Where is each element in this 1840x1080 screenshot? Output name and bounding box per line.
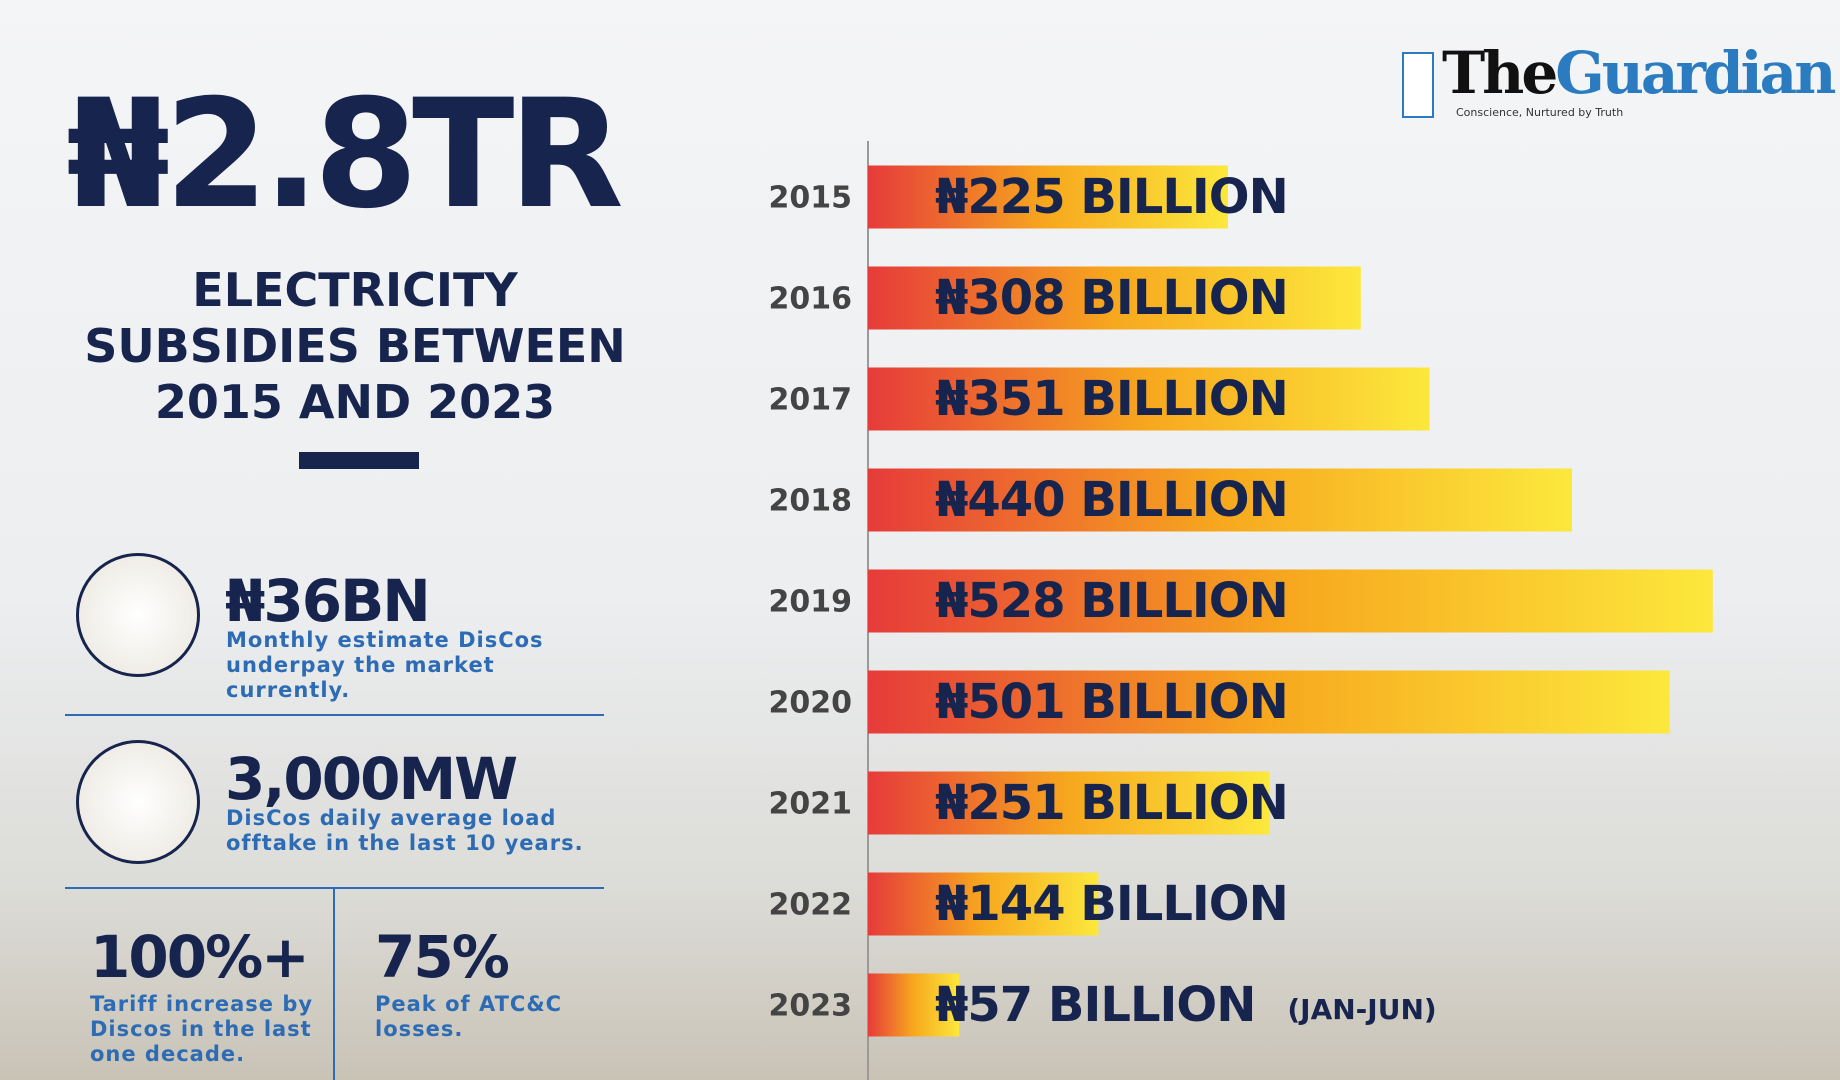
headline-subtitle: ELECTRICITY [192, 263, 518, 317]
y-tick-label: 2015 [769, 181, 853, 216]
discos-logo [76, 553, 200, 677]
logo-the: The [1442, 39, 1558, 107]
logo-emblem [1402, 52, 1434, 118]
bar [868, 468, 1572, 532]
stat-description: Peak of ATC&C losses. [375, 992, 563, 1041]
value-label: ₦351 BILLION [935, 371, 1288, 427]
value-label: ₦528 BILLION [935, 573, 1288, 629]
headline-subtitle: 2015 AND 2023 [154, 375, 556, 429]
separator [333, 889, 335, 1080]
bar [868, 670, 1670, 734]
bar [868, 165, 1228, 229]
bar [868, 569, 1713, 633]
value-label: ₦308 BILLION [935, 270, 1288, 326]
value-label: ₦440 BILLION [935, 472, 1288, 528]
stat-description: Tariff increase by Discos in the last on… [90, 992, 314, 1066]
y-tick-label: 2019 [769, 585, 853, 620]
bar [868, 367, 1430, 431]
y-tick-label: 2021 [769, 787, 853, 822]
bar [868, 872, 1099, 936]
stat-description: DisCos daily average load offtake in the… [226, 806, 584, 855]
y-tick-label: 2022 [769, 888, 853, 923]
separator [65, 887, 604, 889]
headline-amount: ₦2.8TR [66, 68, 624, 242]
y-tick-label: 2020 [769, 686, 853, 721]
value-label: ₦57 BILLION [935, 977, 1255, 1033]
y-tick-label: 2023 [769, 989, 853, 1024]
logo-tagline: Conscience, Nurtured by Truth [1456, 106, 1624, 119]
divider [299, 452, 419, 469]
value-label: ₦251 BILLION [935, 775, 1288, 831]
separator [65, 714, 604, 716]
bar [868, 973, 960, 1037]
bar [868, 266, 1361, 330]
stat-description: Monthly estimate DisCos underpay the mar… [226, 628, 544, 702]
value-label: ₦501 BILLION [935, 674, 1288, 730]
stat-value: 3,000MW [225, 745, 518, 813]
y-tick-label: 2017 [769, 383, 853, 418]
y-tick-label: 2016 [769, 282, 853, 317]
transformer-icon [76, 740, 200, 864]
y-tick-label: 2018 [769, 484, 853, 519]
logo-guardian: Guardian [1555, 39, 1836, 107]
annotation: (JAN-JUN) [1287, 993, 1436, 1026]
stat-value: 100%+ [90, 923, 310, 991]
headline-subtitle: SUBSIDIES BETWEEN [84, 319, 626, 373]
stat-value: 75% [375, 923, 510, 991]
logo: TheGuardian [1442, 44, 1836, 102]
stat-value: ₦36BN [225, 567, 431, 635]
bar [868, 771, 1270, 835]
value-label: ₦144 BILLION [935, 876, 1288, 932]
value-label: ₦225 BILLION [935, 169, 1288, 225]
